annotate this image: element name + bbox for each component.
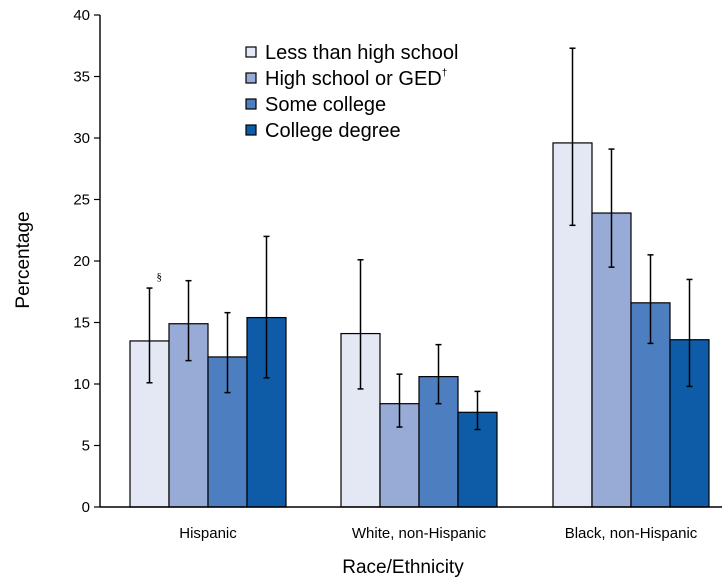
error-bars (146, 47, 693, 431)
legend-label: College degree (265, 120, 401, 142)
legend-swatch (245, 124, 257, 136)
legend-swatch (245, 98, 257, 110)
legend: Less than high school High school or GED†… (245, 42, 458, 142)
category-label: Black, non-Hispanic (565, 525, 698, 542)
y-axis-ticks: 0 5 10 15 20 25 30 35 40 (73, 7, 100, 516)
legend-label: Some college (265, 94, 386, 116)
y-axis-title: Percentage (13, 211, 34, 308)
bar (669, 339, 710, 508)
y-tick-label: 35 (73, 69, 90, 86)
annotations: § (157, 271, 163, 283)
category-label: White, non-Hispanic (352, 525, 487, 542)
y-tick-label: 10 (73, 376, 90, 393)
y-tick-label: 40 (73, 7, 90, 24)
y-tick-label: 30 (73, 130, 90, 147)
y-tick-label: 15 (73, 315, 90, 332)
y-tick-label: 0 (82, 499, 90, 516)
y-tick-label: 5 (82, 438, 90, 455)
legend-swatch (245, 46, 257, 58)
x-axis-title: Race/Ethnicity (342, 557, 464, 578)
legend-label: High school or GED† (265, 68, 447, 90)
legend-label: Less than high school (265, 42, 458, 64)
annotation-mark: § (157, 271, 163, 283)
y-tick-label: 20 (73, 253, 90, 270)
axes (99, 15, 722, 508)
category-labels: Hispanic White, non-Hispanic Black, non-Hi… (179, 525, 698, 542)
bars (129, 142, 710, 508)
legend-swatch (245, 72, 257, 84)
y-tick-label: 25 (73, 192, 90, 209)
category-label: Hispanic (179, 525, 237, 542)
